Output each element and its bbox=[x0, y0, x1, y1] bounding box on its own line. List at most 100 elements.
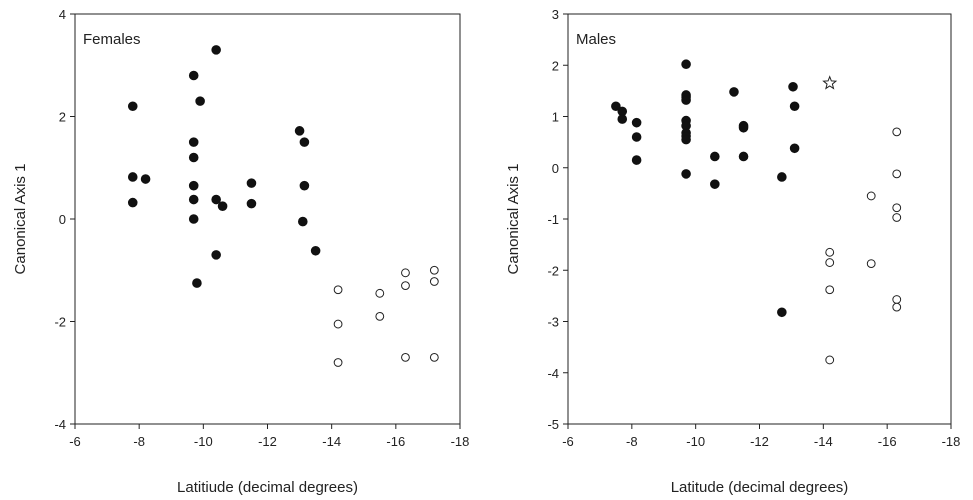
x-tick-label: -14 bbox=[322, 434, 341, 449]
filled-data-point bbox=[738, 151, 749, 162]
filled-data-point bbox=[127, 197, 138, 208]
x-tick-label: -10 bbox=[194, 434, 213, 449]
filled-data-point bbox=[738, 122, 749, 133]
filled-data-point bbox=[631, 117, 642, 128]
x-tick-label: -18 bbox=[451, 434, 470, 449]
open-data-point bbox=[401, 281, 410, 291]
star-data-point bbox=[822, 75, 838, 90]
filled-data-point bbox=[211, 194, 221, 205]
open-data-point bbox=[825, 247, 835, 257]
filled-data-point bbox=[631, 132, 642, 142]
filled-data-point bbox=[188, 137, 199, 147]
y-tick-label: -3 bbox=[547, 315, 559, 330]
x-axis-title: Latitiude (decimal degrees) bbox=[177, 479, 358, 496]
filled-data-point bbox=[188, 180, 199, 191]
filled-data-point bbox=[777, 307, 787, 318]
y-tick-label: 2 bbox=[552, 58, 559, 73]
filled-data-point bbox=[188, 214, 199, 224]
filled-data-point bbox=[211, 250, 221, 260]
filled-data-point bbox=[729, 87, 739, 97]
open-data-point bbox=[375, 288, 385, 298]
filled-data-point bbox=[188, 194, 199, 205]
open-data-point bbox=[429, 277, 439, 286]
panel-label: Males bbox=[576, 31, 616, 48]
open-data-point bbox=[429, 265, 439, 275]
filled-data-point bbox=[681, 134, 691, 145]
y-tick-label: 1 bbox=[552, 110, 559, 125]
filled-data-point bbox=[710, 151, 720, 162]
open-data-point bbox=[866, 259, 876, 268]
x-tick-label: -12 bbox=[258, 434, 277, 449]
x-tick-label: -6 bbox=[69, 434, 81, 449]
open-data-point bbox=[892, 295, 902, 304]
y-axis-title: Canonical Axis 1 bbox=[505, 164, 522, 275]
open-data-point bbox=[333, 319, 343, 329]
y-tick-label: -4 bbox=[54, 417, 66, 432]
x-tick-label: -8 bbox=[626, 434, 638, 449]
open-data-point bbox=[825, 285, 835, 295]
filled-data-point bbox=[297, 216, 308, 227]
y-tick-label: -4 bbox=[547, 366, 559, 381]
panel-label: Females bbox=[83, 31, 141, 48]
y-tick-label: -2 bbox=[547, 263, 559, 278]
open-data-point bbox=[333, 285, 343, 295]
filled-data-point bbox=[211, 45, 221, 55]
filled-data-point bbox=[140, 174, 151, 184]
filled-data-point bbox=[681, 95, 691, 105]
x-tick-label: -10 bbox=[686, 434, 705, 449]
filled-data-point bbox=[246, 198, 257, 209]
y-tick-label: -2 bbox=[54, 315, 66, 330]
filled-data-point bbox=[294, 126, 305, 136]
y-tick-label: 2 bbox=[59, 110, 66, 125]
open-data-point bbox=[429, 352, 439, 362]
filled-data-point bbox=[789, 143, 800, 154]
y-tick-label: -5 bbox=[547, 417, 559, 432]
y-tick-label: -1 bbox=[547, 212, 559, 227]
open-data-point bbox=[401, 352, 410, 362]
open-data-point bbox=[892, 203, 902, 213]
open-data-point bbox=[825, 258, 835, 267]
x-tick-label: -8 bbox=[133, 434, 145, 449]
x-axis-title: Latitude (decimal degrees) bbox=[671, 479, 849, 496]
y-tick-label: 0 bbox=[552, 161, 559, 176]
y-tick-label: 0 bbox=[59, 212, 66, 227]
x-tick-label: -6 bbox=[562, 434, 574, 449]
filled-data-point bbox=[681, 169, 691, 179]
filled-data-point bbox=[217, 201, 228, 211]
filled-data-point bbox=[681, 59, 691, 70]
x-tick-label: -16 bbox=[386, 434, 405, 449]
x-tick-label: -18 bbox=[942, 434, 961, 449]
open-data-point bbox=[892, 302, 902, 312]
females-panel: -6 -8 -10 -12 -14 -16 -18 -4 -2 0 2 4 Latitiude (dec… bbox=[12, 7, 469, 496]
filled-data-point bbox=[611, 101, 621, 112]
open-data-point bbox=[892, 127, 902, 137]
x-tick-label: -16 bbox=[878, 434, 897, 449]
filled-data-point bbox=[310, 245, 321, 256]
filled-data-point bbox=[188, 152, 199, 163]
filled-data-point bbox=[631, 155, 642, 165]
filled-data-point bbox=[299, 180, 310, 191]
x-tick-label: -12 bbox=[750, 434, 769, 449]
filled-data-point bbox=[188, 70, 199, 81]
filled-data-point bbox=[617, 114, 628, 124]
open-data-point bbox=[892, 169, 902, 179]
y-axis-title: Canonical Axis 1 bbox=[12, 164, 29, 275]
open-data-point bbox=[375, 311, 385, 321]
filled-data-point bbox=[789, 101, 800, 112]
filled-data-point bbox=[246, 178, 257, 188]
filled-data-point bbox=[299, 137, 310, 147]
filled-data-point bbox=[777, 172, 787, 182]
males-panel: -6 -8 -10 -12 -14 -16 -18-5-4-3-2-10123Latitud… bbox=[505, 7, 960, 496]
y-tick-label: 4 bbox=[59, 7, 66, 22]
filled-data-point bbox=[192, 278, 202, 288]
filled-data-point bbox=[788, 81, 798, 92]
filled-data-point bbox=[195, 96, 205, 106]
open-data-point bbox=[333, 358, 343, 367]
filled-data-point bbox=[127, 101, 138, 112]
filled-data-point bbox=[710, 179, 720, 189]
open-data-point bbox=[401, 268, 410, 278]
filled-data-point bbox=[127, 172, 138, 182]
open-data-point bbox=[825, 355, 835, 365]
y-tick-label: 3 bbox=[552, 7, 559, 22]
open-data-point bbox=[866, 191, 876, 201]
